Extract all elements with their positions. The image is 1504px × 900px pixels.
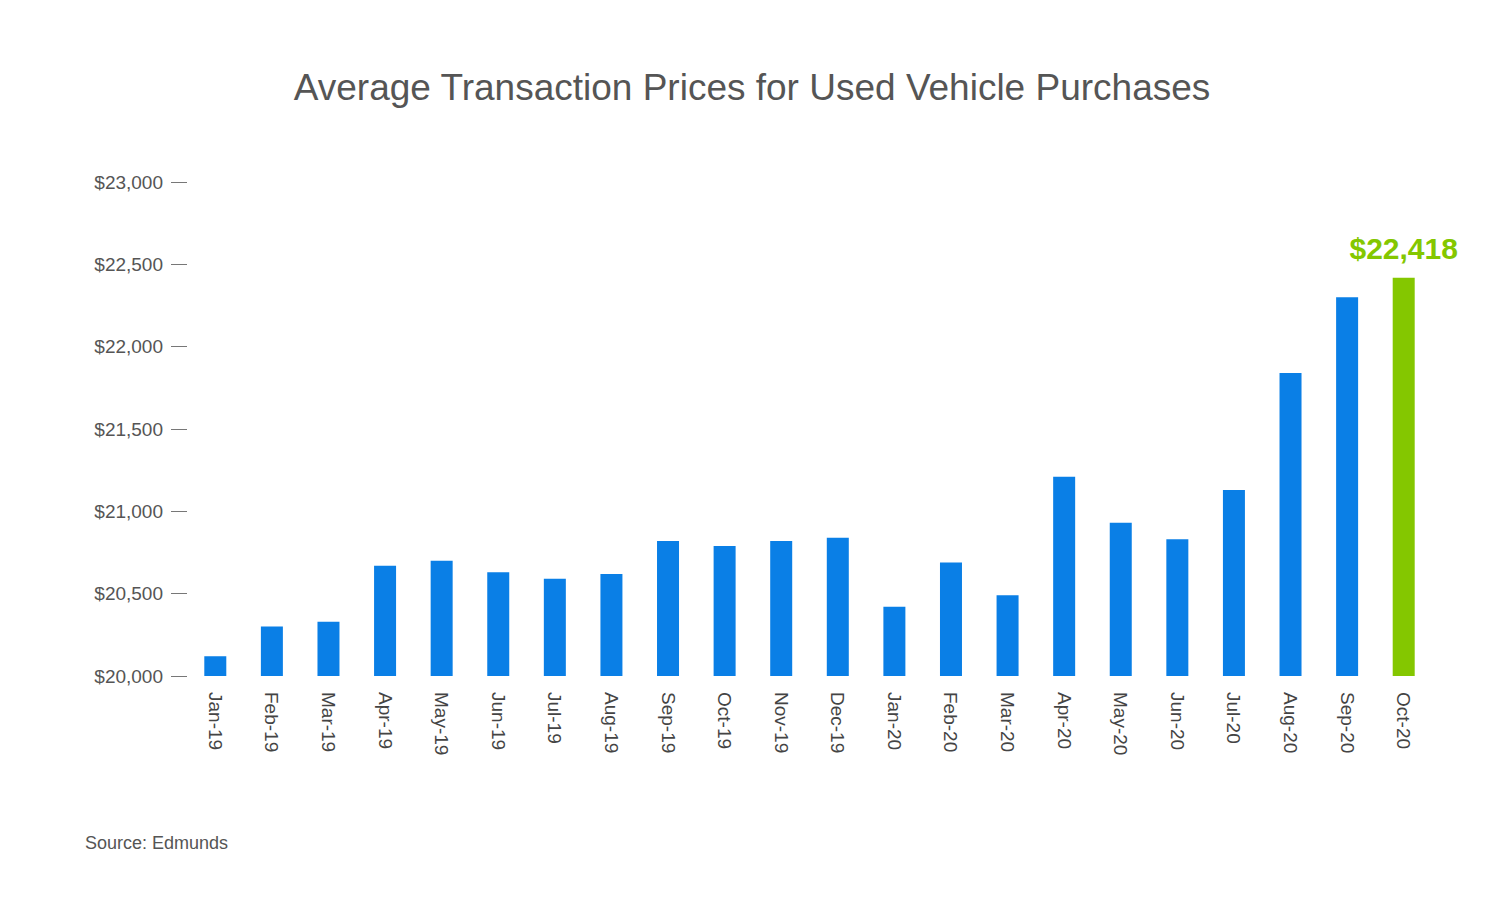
svg-text:Mar-19: Mar-19 [318, 692, 339, 752]
svg-text:Source: Edmunds: Source: Edmunds [85, 833, 228, 853]
svg-text:Apr-19: Apr-19 [375, 692, 396, 749]
svg-text:$20,500: $20,500 [94, 583, 163, 604]
svg-text:Average Transaction Prices for: Average Transaction Prices for Used Vehi… [294, 67, 1211, 108]
svg-text:Aug-19: Aug-19 [601, 692, 622, 753]
svg-text:$22,418: $22,418 [1349, 232, 1457, 265]
svg-text:$21,500: $21,500 [94, 419, 163, 440]
svg-text:$23,000: $23,000 [94, 172, 163, 193]
svg-text:Oct-20: Oct-20 [1393, 692, 1414, 749]
svg-text:Mar-20: Mar-20 [997, 692, 1018, 752]
svg-text:Jul-19: Jul-19 [544, 692, 565, 744]
svg-text:Jun-20: Jun-20 [1167, 692, 1188, 750]
svg-text:Jan-20: Jan-20 [884, 692, 905, 750]
svg-text:$21,000: $21,000 [94, 501, 163, 522]
svg-text:Feb-19: Feb-19 [261, 692, 282, 752]
svg-text:$20,000: $20,000 [94, 666, 163, 687]
svg-text:May-19: May-19 [431, 692, 452, 755]
svg-text:Jun-19: Jun-19 [488, 692, 509, 750]
svg-text:$22,500: $22,500 [94, 254, 163, 275]
svg-text:Oct-19: Oct-19 [714, 692, 735, 749]
svg-text:Feb-20: Feb-20 [940, 692, 961, 752]
svg-text:$22,000: $22,000 [94, 336, 163, 357]
svg-text:Jan-19: Jan-19 [205, 692, 226, 750]
svg-text:Apr-20: Apr-20 [1054, 692, 1075, 749]
svg-text:Sep-19: Sep-19 [658, 692, 679, 753]
svg-text:Nov-19: Nov-19 [771, 692, 792, 753]
svg-text:Sep-20: Sep-20 [1337, 692, 1358, 753]
svg-text:Aug-20: Aug-20 [1280, 692, 1301, 753]
svg-text:Jul-20: Jul-20 [1223, 692, 1244, 744]
svg-text:May-20: May-20 [1110, 692, 1131, 755]
svg-text:Dec-19: Dec-19 [827, 692, 848, 753]
